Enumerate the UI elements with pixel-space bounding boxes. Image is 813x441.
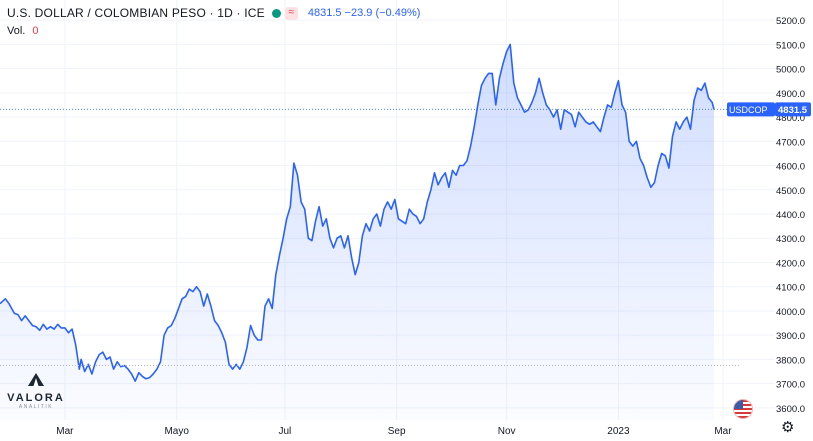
- volume-legend[interactable]: Vol. 0: [7, 25, 38, 37]
- approx-data-icon[interactable]: ≈: [284, 6, 298, 20]
- y-tick-label: 4700.0: [776, 137, 805, 148]
- last-price-change: 4831.5 −23.9 (−0.49%): [307, 7, 421, 19]
- symbol-title[interactable]: U.S. DOLLAR / COLOMBIAN PESO · 1D · ICE: [7, 6, 265, 20]
- price-area-fill: [0, 44, 714, 421]
- x-tick-label: Mar: [56, 426, 74, 437]
- reference-lines: [0, 108, 775, 366]
- price-area-layer: [0, 43, 715, 421]
- y-tick-label: 4100.0: [776, 283, 805, 294]
- last-price-value: 4831.5: [778, 105, 808, 116]
- logo-name: VALORA: [7, 392, 65, 404]
- x-tick-label: Sep: [388, 426, 406, 437]
- y-tick-label: 4800.0: [776, 113, 805, 124]
- x-tick-label: 2023: [607, 426, 630, 437]
- us-flag-icon[interactable]: [733, 399, 753, 419]
- y-tick-label: 3600.0: [776, 404, 805, 415]
- volume-value: 0: [32, 25, 39, 37]
- gear-icon[interactable]: ⚙: [781, 419, 795, 436]
- x-tick-label: Mar: [714, 426, 732, 437]
- market-status-icon[interactable]: [271, 8, 281, 18]
- y-tick-label: 5100.0: [776, 40, 805, 51]
- valora-logo: VALORA ANALITIK: [6, 373, 66, 410]
- price-axis[interactable]: 3600.0 3700.0 3800.0 3900.0 4000.0 4100.0 4200…: [776, 16, 805, 415]
- y-tick-label: 4200.0: [776, 258, 805, 269]
- y-tick-label: 4900.0: [776, 89, 805, 100]
- symbol-tag-label: USDCOP: [729, 105, 768, 115]
- y-tick-label: 4600.0: [776, 162, 805, 173]
- last-price-marker: USDCOP 4831.5: [727, 102, 811, 117]
- time-axis[interactable]: Mar Mayo Jul Sep Nov 2023 Mar: [56, 426, 732, 437]
- y-tick-label: 3700.0: [776, 380, 805, 391]
- price-line-usdcop: [0, 43, 715, 382]
- y-tick-label: 4000.0: [776, 307, 805, 318]
- valora-triangle-icon: [28, 373, 44, 386]
- symbol-legend[interactable]: U.S. DOLLAR / COLOMBIAN PESO · 1D · ICE …: [7, 4, 420, 22]
- logo-subtitle: ANALITIK: [18, 404, 54, 410]
- x-tick-label: Mayo: [164, 426, 189, 437]
- x-tick-label: Nov: [498, 426, 516, 437]
- symbol-tag-bg: [727, 102, 775, 117]
- y-tick-label: 5200.0: [776, 16, 805, 27]
- y-tick-label: 3800.0: [776, 355, 805, 366]
- volume-label: Vol.: [7, 25, 26, 37]
- y-tick-label: 4400.0: [776, 210, 805, 221]
- y-tick-label: 4500.0: [776, 186, 805, 197]
- y-tick-label: 5000.0: [776, 65, 805, 76]
- y-tick-label: 3900.0: [776, 331, 805, 342]
- x-tick-label: Jul: [278, 426, 291, 437]
- price-tag-bg: [775, 102, 811, 117]
- y-tick-label: 4300.0: [776, 234, 805, 245]
